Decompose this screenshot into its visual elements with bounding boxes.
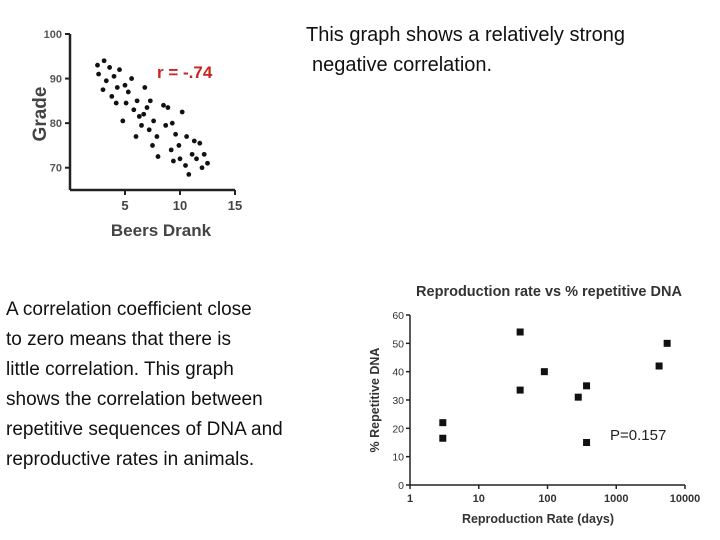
bottom-caption-line-1: A correlation coefficient close — [6, 299, 252, 320]
data-point — [133, 134, 139, 139]
correlation-annotation: r = -.74 — [157, 63, 213, 82]
x-tick-label: 100 — [538, 493, 556, 505]
data-point — [655, 362, 663, 370]
y-tick-label: 30 — [392, 395, 404, 407]
data-point — [169, 120, 175, 126]
data-point — [168, 147, 174, 153]
data-point — [194, 156, 199, 162]
data-point — [151, 118, 157, 124]
data-point — [179, 109, 185, 115]
data-point — [123, 100, 129, 106]
y-tick-label: 80 — [50, 118, 62, 130]
repetitive-dna-chart: Reproduction rate vs % repetitive DNA % … — [368, 284, 700, 526]
data-point — [183, 163, 188, 168]
data-point — [142, 85, 148, 90]
data-point — [155, 154, 161, 159]
data-point — [186, 172, 192, 177]
x-tick-label: 1000 — [604, 493, 628, 505]
data-point — [136, 114, 142, 119]
bottom-caption-line-5: repetitive sequences of DNA and — [6, 419, 283, 440]
data-point — [103, 78, 109, 84]
data-point — [516, 328, 524, 336]
data-point — [120, 118, 126, 124]
data-point — [129, 76, 134, 81]
data-point — [201, 151, 207, 157]
data-point — [141, 111, 147, 117]
bottom-caption-line-2: to zero means that there is — [6, 329, 231, 350]
data-point — [171, 158, 176, 164]
data-point — [205, 160, 210, 166]
x-tick-label: 1 — [407, 493, 413, 505]
data-point — [583, 382, 591, 390]
data-point — [574, 393, 582, 401]
data-point — [199, 165, 205, 171]
top-caption: This graph shows a relatively strong neg… — [306, 20, 706, 80]
data-point — [176, 143, 182, 148]
data-point — [540, 368, 548, 376]
data-point — [150, 143, 155, 148]
data-point — [173, 131, 179, 137]
data-point — [197, 140, 203, 146]
bottom-caption-line-3: little correlation. This graph — [6, 359, 234, 380]
data-point — [122, 82, 128, 88]
top-caption-line-2: negative correlation. — [312, 54, 493, 76]
y-tick-label: 0 — [398, 480, 404, 492]
y-tick-label: 70 — [50, 163, 62, 175]
x-axis-label: Reproduction Rate (days) — [462, 512, 614, 526]
data-point — [144, 105, 150, 110]
data-point — [96, 71, 101, 77]
data-point — [516, 386, 524, 394]
data-point — [114, 85, 120, 90]
data-point — [165, 105, 171, 110]
data-point — [101, 58, 107, 64]
data-point — [100, 87, 106, 93]
data-point — [161, 102, 166, 108]
data-point — [117, 67, 122, 73]
y-tick-label: 40 — [392, 367, 404, 379]
data-point — [191, 138, 197, 144]
bottom-caption-line-4: shows the correlation between — [6, 389, 263, 410]
data-point — [109, 94, 115, 99]
y-tick-label: 60 — [392, 310, 404, 322]
y-tick-label: 20 — [392, 423, 404, 435]
data-point — [189, 151, 195, 157]
x-tick-label: 5 — [121, 198, 128, 213]
data-point — [177, 156, 183, 162]
x-axis-label: Beers Drank — [111, 221, 212, 240]
p-value-annotation: P=0.157 — [610, 427, 666, 444]
x-tick-label: 15 — [228, 198, 242, 213]
y-tick-label: 90 — [50, 74, 62, 86]
y-tick-label: 100 — [44, 29, 62, 41]
y-axis-label: Grade — [30, 87, 51, 142]
chart-title: Reproduction rate vs % repetitive DNA — [416, 284, 682, 300]
y-axis-label: % Repetitive DNA — [368, 348, 382, 453]
data-point — [163, 122, 169, 128]
data-point — [154, 134, 160, 139]
data-point — [583, 439, 591, 446]
data-point — [131, 107, 137, 113]
y-tick-label: 50 — [392, 338, 404, 350]
data-point — [111, 73, 117, 79]
top-caption-line-1: This graph shows a relatively strong — [306, 24, 626, 46]
x-tick-label: 10 — [473, 493, 485, 505]
x-tick-label: 10 — [173, 198, 187, 213]
data-point — [95, 62, 100, 68]
data-point — [147, 98, 153, 104]
data-point — [439, 419, 447, 427]
data-point — [439, 434, 447, 442]
bottom-caption-line-6: reproductive rates in animals. — [6, 449, 255, 470]
x-tick-label: 10000 — [670, 493, 700, 505]
bottom-caption: A correlation coefficient close to zero … — [6, 295, 336, 475]
data-point — [663, 339, 671, 347]
data-point — [134, 98, 140, 104]
data-point — [125, 89, 131, 95]
data-point — [107, 65, 112, 70]
data-point — [184, 134, 190, 139]
data-point — [139, 122, 144, 128]
data-point — [146, 127, 152, 133]
y-tick-label: 10 — [392, 452, 404, 464]
grade-vs-beers-chart: Grade Beers Drank r = -.74 70 80 90 100 5 10 1… — [30, 29, 242, 240]
data-point — [113, 100, 119, 106]
